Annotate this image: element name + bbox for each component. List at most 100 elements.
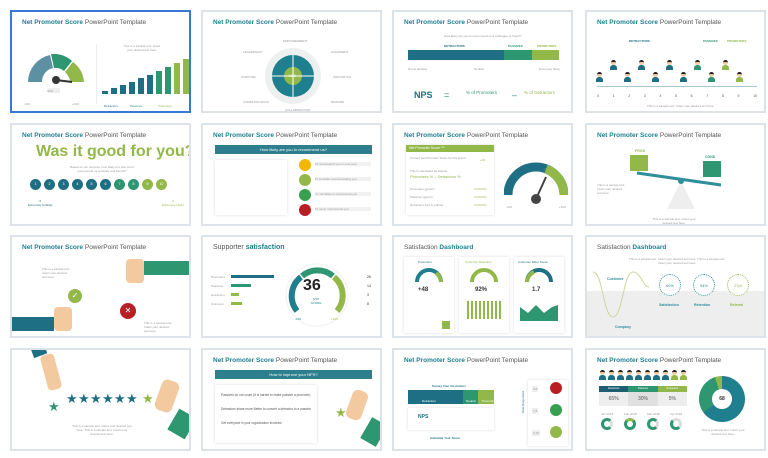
anchor-label: Neutral <box>474 67 484 71</box>
range-label: 0-6 <box>532 386 539 392</box>
slide-thumbnail-5[interactable]: Net Promoter Score PowerPoint Template W… <box>10 123 191 226</box>
row-value: 3 <box>367 293 369 297</box>
slide-thumbnail-7[interactable]: Net Promoter Score PowerPoint Template N… <box>392 123 573 226</box>
row-label: Passives (green) <box>410 195 433 199</box>
formula-nps: NPS <box>418 414 429 420</box>
caption: This is a sample text. Insert your desir… <box>42 267 71 279</box>
nps-score-gauge-icon <box>285 263 349 327</box>
scale-circle: 6 <box>100 179 111 190</box>
slide-thumbnail-15[interactable]: Net Promoter Score PowerPoint Template S… <box>392 348 573 451</box>
person-icon <box>610 60 617 70</box>
group-label: DETRACTORS <box>629 39 650 43</box>
scale-circle: 7 <box>114 179 125 190</box>
pros-label: PROS <box>635 149 645 153</box>
slide-thumbnail-12[interactable]: Satisfaction Dashboard This is a sample … <box>585 235 766 338</box>
percent-value: 30% <box>628 392 658 406</box>
slide-title: Net Promoter Score PowerPoint Template <box>597 19 722 26</box>
current-value: +34 <box>480 158 486 162</box>
slide-thumbnail-13[interactable]: ★ ★ ★ ★ ★ ★ ★ ★ This is a sample text. I… <box>10 348 191 451</box>
slide-thumbnail-8[interactable]: Net Promoter Score PowerPoint Template P… <box>585 123 766 226</box>
slide-thumbnail-1[interactable]: Net Promoter Score PowerPoint Template N… <box>10 10 191 113</box>
percent-row: 65% 30% 5% <box>599 392 687 406</box>
dashboard-card-retention: Customer Retention 92% <box>459 257 509 333</box>
row-value: XX(XX%) <box>474 203 487 207</box>
slide-thumbnail-4[interactable]: Net Promoter Score PowerPoint Template D… <box>585 10 766 113</box>
scale-circle: 10 <box>156 179 167 190</box>
text-card <box>215 160 287 215</box>
slide-thumbnail-14[interactable]: Net Promoter Score PowerPoint Template H… <box>201 348 382 451</box>
frown-red-icon <box>550 382 562 394</box>
star-icon: ★ <box>90 391 102 406</box>
legend-detractors: Detractors <box>104 104 118 108</box>
headline: Was it good for you? <box>36 143 191 160</box>
thumbs-up-hand-icon <box>54 307 72 331</box>
option: I'd never recommend you <box>315 207 371 211</box>
wheel-center-label: NPS <box>289 74 297 78</box>
person-icon <box>680 72 687 82</box>
person-icon <box>608 370 615 380</box>
nps-wheel-icon <box>265 48 321 104</box>
left-anchor: 0 Extremely Unlikely <box>28 199 53 207</box>
slide-thumbnail-11[interactable]: Satisfaction Dashboard Promoters +48 Cus… <box>392 235 573 338</box>
card-title: Customer Retention <box>465 260 492 264</box>
star-icon: ★ <box>78 391 90 406</box>
thumbs-down-hand-icon <box>126 259 144 283</box>
person-icon <box>708 72 715 82</box>
slide-thumbnail-3[interactable]: Net Promoter Score PowerPoint Template H… <box>392 10 573 113</box>
caption: This is a sample text. Insert your desir… <box>628 257 726 265</box>
sleeve <box>144 261 189 275</box>
slide-thumbnail-10[interactable]: Supporter satisfaction Promoters Passive… <box>201 235 382 338</box>
bullet: Detractors share more Better to convert … <box>221 407 311 411</box>
caption: This is a sample text. Insert your desir… <box>652 217 696 225</box>
period-label: Mar 2018 <box>647 412 660 416</box>
cons-label: CONS <box>705 155 716 159</box>
anchor-label: Not at all likely <box>408 67 428 71</box>
scale-circle: 8 <box>128 179 139 190</box>
spoke-label: PURPOSE <box>241 75 256 79</box>
wave-icon <box>593 271 649 318</box>
question: How likely are you to recommend to a col… <box>444 34 522 38</box>
donut-value: 68 <box>712 389 732 409</box>
caption: This is a sample text. Insert your desir… <box>647 104 715 108</box>
slide-title: Net Promoter Score PowerPoint Template <box>404 132 529 139</box>
nps-score: 36 <box>303 277 321 294</box>
slide-thumbnail-6[interactable]: Net Promoter Score PowerPoint Template H… <box>201 123 382 226</box>
group-header-row: Detractors Passives Promoters <box>599 386 687 392</box>
scale-circle: 4 <box>72 179 83 190</box>
person-icon <box>617 370 624 380</box>
card-value: +48 <box>418 287 429 293</box>
metric-label: Retention <box>694 303 711 307</box>
spoke-label: EMPOWERMENT <box>283 39 308 43</box>
star-icon: ★ <box>335 405 347 420</box>
slide-title: Net Promoter Score PowerPoint Template <box>213 132 338 139</box>
star-icon: ★ <box>66 391 78 406</box>
metric-label: Satisfaction <box>659 303 679 307</box>
slide-thumbnail-16[interactable]: Net Promoter Score PowerPoint Template D… <box>585 348 766 451</box>
period-label: Apr 2018 <box>670 412 683 416</box>
scale-circle: 1 <box>30 179 41 190</box>
person-icon <box>671 370 678 380</box>
card-value: 1.7 <box>532 287 541 293</box>
person-icon <box>626 370 633 380</box>
slide-title: Net Promoter Score PowerPoint Template <box>597 132 722 139</box>
person-icon <box>596 72 603 82</box>
slide-title: Net Promoter Score PowerPoint Template <box>22 244 147 251</box>
person-icon <box>666 60 673 70</box>
banner: How to improve your NPS? <box>215 370 372 379</box>
spoke-label: REWARD <box>331 100 345 104</box>
right-anchor: 0 Extremely Likely <box>162 199 184 207</box>
formula-detractors: % of Detractors <box>524 90 556 95</box>
group-label: Neutral <box>466 399 476 403</box>
metric-circle: 60% <box>659 274 681 296</box>
person-icon <box>624 72 631 82</box>
caption: This is a sample text. Insert your desir… <box>701 428 745 436</box>
area-chart-icon <box>520 305 558 321</box>
mini-donut-icon <box>601 418 613 430</box>
nps-gauge-icon <box>504 162 568 204</box>
slide-thumbnail-9[interactable]: Net Promoter Score PowerPoint Template T… <box>10 235 191 338</box>
gauge-min: -100 <box>295 317 302 321</box>
row-value: XX(XX%) <box>474 195 487 199</box>
row-value: 26 <box>367 275 371 279</box>
slide-thumbnail-2[interactable]: Net Promoter Score PowerPoint Template N… <box>201 10 382 113</box>
slide-title: Net Promoter Score PowerPoint Template <box>404 357 529 364</box>
